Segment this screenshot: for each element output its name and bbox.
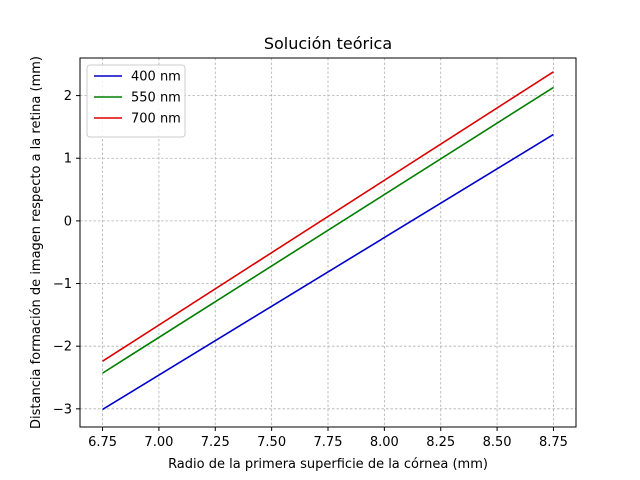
legend-label: 700 nm	[131, 112, 181, 127]
series-line	[102, 71, 554, 362]
x-tick-label: 6.75	[88, 435, 117, 450]
y-tick-label: −2	[53, 340, 72, 355]
x-tick-label: 7.00	[144, 435, 173, 450]
x-tick-label: 7.50	[257, 435, 286, 450]
series-lines	[102, 71, 554, 411]
x-tick-label: 8.00	[370, 435, 399, 450]
legend-label: 550 nm	[131, 91, 181, 106]
axis-ticks: 6.75 7.00 7.25 7.50 7.75 8.00 8.25 8.50 8.75 −3 −2…	[53, 89, 568, 450]
x-tick-label: 8.25	[426, 435, 455, 450]
chart-title: Solución teórica	[264, 34, 392, 53]
x-tick-label: 8.50	[483, 435, 512, 450]
y-tick-label: 1	[64, 152, 72, 167]
y-tick-label: 2	[64, 89, 72, 104]
x-axis-title: Radio de la primera superficie de la cór…	[168, 457, 488, 472]
y-axis-title: Distancia formación de imagen respecto a…	[29, 56, 44, 429]
x-tick-label: 8.75	[539, 435, 568, 450]
y-tick-label: −1	[53, 277, 72, 292]
y-tick-label: −3	[53, 402, 72, 417]
x-tick-label: 7.25	[201, 435, 230, 450]
legend: 400 nm 550 nm 700 nm	[86, 64, 186, 138]
legend-box	[86, 64, 186, 138]
series-line	[102, 133, 554, 411]
x-tick-label: 7.75	[314, 435, 343, 450]
legend-label: 400 nm	[131, 70, 181, 85]
series-line	[102, 86, 554, 374]
y-tick-label: 0	[64, 214, 72, 229]
